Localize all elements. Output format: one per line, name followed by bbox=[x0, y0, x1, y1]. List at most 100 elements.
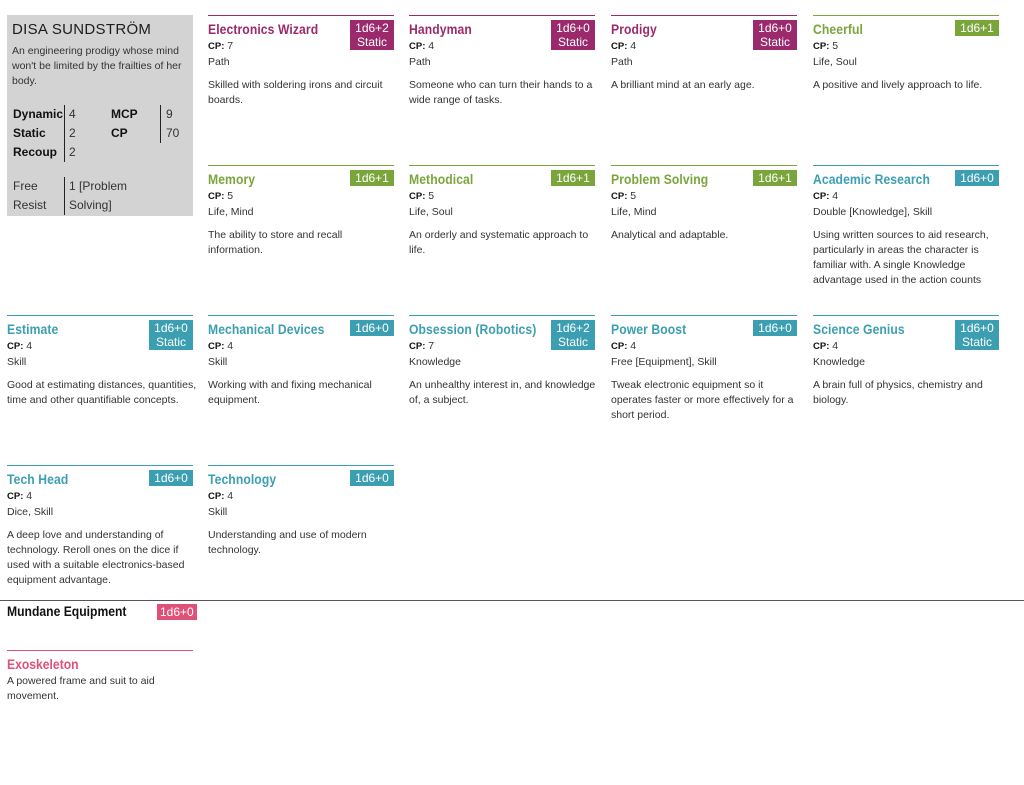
card-rule bbox=[409, 315, 595, 316]
cp-label: CP: bbox=[813, 191, 830, 202]
card-cp: CP: 4 bbox=[611, 40, 636, 52]
advantage-card: Mechanical Devices 1d6+0 CP: 4 Skill Working… bbox=[208, 315, 394, 455]
equipment-section-title: Mundane Equipment bbox=[7, 604, 127, 619]
cp-value: 7 bbox=[428, 340, 435, 352]
card-title: Estimate bbox=[7, 322, 59, 337]
cp-label: CP: bbox=[813, 341, 830, 352]
stats-divider bbox=[160, 105, 161, 143]
badge-dice: 1d6+0 bbox=[758, 21, 792, 35]
card-text: The ability to store and recall informat… bbox=[208, 229, 343, 256]
equipment-item-title: Exoskeleton bbox=[7, 657, 79, 672]
badge-dice: 1d6+1 bbox=[758, 171, 792, 185]
static-value: 2 bbox=[69, 126, 76, 140]
card-rule bbox=[208, 315, 394, 316]
card-rule bbox=[611, 15, 797, 16]
card-rule bbox=[208, 465, 394, 466]
cp-value: 5 bbox=[428, 190, 435, 202]
equipment-item-text: A powered frame and suit to aid movement… bbox=[7, 675, 155, 702]
card-dice-badge: 1d6+0 bbox=[350, 320, 394, 336]
cp-value: 4 bbox=[428, 40, 435, 52]
card-text: A positive and lively approach to life. bbox=[813, 79, 983, 91]
badge-static: Static bbox=[557, 335, 588, 349]
cp-value: 4 bbox=[227, 340, 234, 352]
character-stats: Dynamic 4 MCP 9 Static 2 CP 70 Recoup 2 bbox=[13, 105, 179, 162]
card-dice-badge: 1d6+1 bbox=[753, 170, 797, 186]
card-dice-badge: 1d6+2 Static bbox=[350, 20, 394, 50]
cp-label: CP: bbox=[611, 41, 628, 52]
cp-label: CP: bbox=[409, 341, 426, 352]
card-tags: Knowledge bbox=[409, 356, 461, 368]
badge-dice: 1d6+1 bbox=[556, 171, 590, 185]
badge-dice: 1d6+0 bbox=[154, 471, 188, 485]
card-tags: Skill bbox=[208, 356, 228, 368]
cp-value: 5 bbox=[630, 190, 637, 202]
advantage-card: Academic Research 1d6+0 CP: 4 Double [Knowl… bbox=[813, 165, 999, 305]
badge-static: Static bbox=[759, 35, 790, 49]
card-text: An unhealthy interest in, and knowledge … bbox=[409, 379, 596, 406]
cp-value: 4 bbox=[26, 340, 33, 352]
badge-dice: 1d6+0 bbox=[960, 321, 994, 335]
badge-static: Static bbox=[356, 35, 387, 49]
card-title: Mechanical Devices bbox=[208, 322, 325, 337]
free-label: Free bbox=[13, 179, 38, 193]
card-tags: Dice, Skill bbox=[7, 506, 54, 518]
badge-dice: 1d6+1 bbox=[960, 21, 994, 35]
advantage-card: Estimate 1d6+0 Static CP: 4 Skill Good at est… bbox=[7, 315, 196, 455]
card-rule bbox=[7, 315, 193, 316]
card-cp: CP: 5 bbox=[611, 190, 636, 202]
card-tags: Skill bbox=[208, 506, 228, 518]
card-dice-badge: 1d6+1 bbox=[955, 20, 999, 36]
resist-value: Solving] bbox=[69, 198, 112, 212]
card-rule bbox=[409, 15, 595, 16]
badge-static: Static bbox=[155, 335, 186, 349]
card-tags: Life, Soul bbox=[813, 56, 857, 68]
card-text: Working with and fixing mechanical equip… bbox=[208, 379, 372, 406]
advantage-card: Technology 1d6+0 CP: 4 Skill Understanding a… bbox=[208, 465, 394, 605]
character-description: An engineering prodigy whose mind won't … bbox=[12, 45, 182, 87]
card-rule bbox=[7, 465, 193, 466]
advantage-card: Cheerful 1d6+1 CP: 5 Life, Soul A positive a… bbox=[813, 15, 999, 155]
card-cp: CP: 4 bbox=[208, 490, 233, 502]
advantage-card: Obsession (Robotics) 1d6+2 Static CP: 7 Know… bbox=[409, 315, 595, 455]
advantage-card: Science Genius 1d6+0 Static CP: 4 Knowledge A… bbox=[813, 315, 999, 455]
card-cp: CP: 7 bbox=[409, 340, 434, 352]
cp-value: 4 bbox=[26, 490, 33, 502]
badge-dice: 1d6+0 bbox=[355, 321, 389, 335]
card-tags: Life, Mind bbox=[208, 206, 254, 218]
card-dice-badge: 1d6+0 Static bbox=[551, 20, 595, 50]
card-rule bbox=[813, 165, 999, 166]
card-cp: CP: 5 bbox=[813, 40, 838, 52]
card-title: Methodical bbox=[409, 172, 474, 187]
card-cp: CP: 4 bbox=[208, 340, 233, 352]
mcp-value: 9 bbox=[166, 107, 173, 121]
card-text: A brain full of physics, chemistry and b… bbox=[813, 379, 983, 406]
card-title: Handyman bbox=[409, 22, 472, 37]
resist-label: Resist bbox=[13, 198, 47, 212]
card-dice-badge: 1d6+1 bbox=[551, 170, 595, 186]
cp-label: CP: bbox=[208, 191, 225, 202]
card-tags: Double [Knowledge], Skill bbox=[813, 206, 933, 218]
card-dice-badge: 1d6+0 bbox=[753, 320, 797, 336]
cp-label: CP: bbox=[611, 341, 628, 352]
card-title: Prodigy bbox=[611, 22, 657, 37]
card-rule bbox=[813, 15, 999, 16]
card-title: Academic Research bbox=[813, 172, 931, 187]
free-value: 1 [Problem bbox=[69, 179, 128, 193]
advantage-card: Power Boost 1d6+0 CP: 4 Free [Equipment], S… bbox=[611, 315, 797, 455]
advantage-card: Prodigy 1d6+0 Static CP: 4 Path A brilliant m… bbox=[611, 15, 797, 155]
card-text: Analytical and adaptable. bbox=[611, 229, 729, 241]
card-text: A deep love and understanding of technol… bbox=[7, 529, 185, 586]
badge-dice: 1d6+0 bbox=[758, 321, 792, 335]
cp-label: CP: bbox=[813, 41, 830, 52]
card-cp: CP: 4 bbox=[813, 190, 838, 202]
cp-value: 70 bbox=[166, 126, 180, 140]
cp-label: CP: bbox=[409, 191, 426, 202]
card-dice-badge: 1d6+0 Static bbox=[955, 320, 999, 350]
card-text: Good at estimating distances, quantities… bbox=[7, 379, 197, 406]
card-rule bbox=[611, 315, 797, 316]
card-dice-badge: 1d6+0 bbox=[955, 170, 999, 186]
badge-dice: 1d6+0 bbox=[355, 471, 389, 485]
card-dice-badge: 1d6+2 Static bbox=[551, 320, 595, 350]
card-dice-badge: 1d6+1 bbox=[350, 170, 394, 186]
card-rule bbox=[813, 315, 999, 316]
